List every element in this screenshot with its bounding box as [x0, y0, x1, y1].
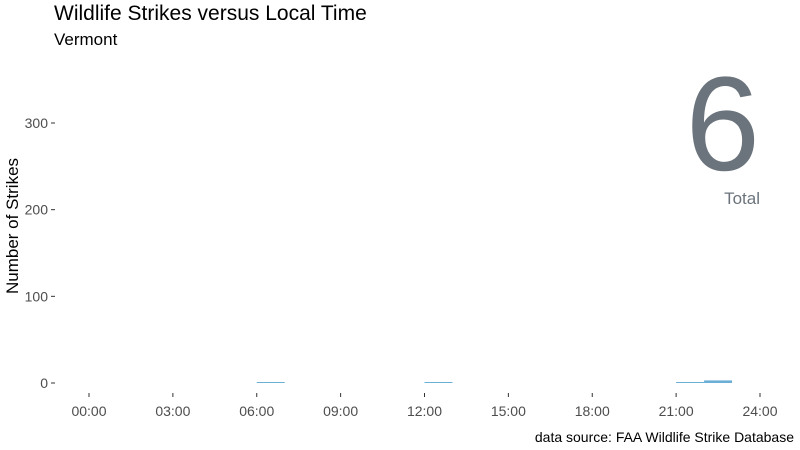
y-tick-label: 300	[25, 115, 49, 131]
y-tick-label: 100	[25, 288, 49, 304]
data-source-caption: data source: FAA Wildlife Strike Databas…	[534, 429, 794, 445]
x-tick-label: 21:00	[659, 403, 694, 419]
x-tick-label: 15:00	[491, 403, 526, 419]
y-tick-label: 0	[40, 375, 48, 391]
x-tick-label: 24:00	[742, 403, 777, 419]
histogram-bar	[424, 382, 453, 383]
total-count: 6	[685, 50, 760, 199]
x-tick-label: 06:00	[239, 403, 274, 419]
x-tick-label: 09:00	[323, 403, 358, 419]
chart-title: Wildlife Strikes versus Local Time	[54, 2, 367, 25]
histogram-bar	[676, 382, 705, 383]
histogram-bar	[704, 380, 733, 383]
y-tick-label: 200	[25, 202, 49, 218]
histogram-bar	[256, 382, 285, 383]
x-tick-label: 00:00	[71, 403, 106, 419]
x-tick-label: 03:00	[155, 403, 190, 419]
total-label: Total	[724, 189, 760, 208]
chart-subtitle: Vermont	[54, 30, 118, 49]
x-tick-label: 12:00	[407, 403, 442, 419]
x-tick-label: 18:00	[575, 403, 610, 419]
